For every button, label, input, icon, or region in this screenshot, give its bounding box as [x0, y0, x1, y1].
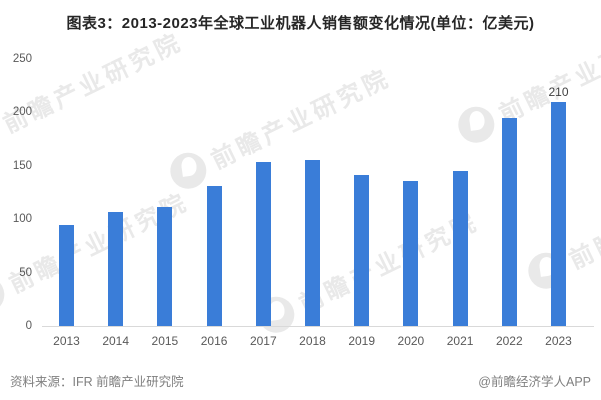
y-tick-label-0: 0 — [25, 320, 32, 332]
x-tick-label-2018: 2018 — [299, 334, 326, 348]
source-text: 资料来源：IFR 前瞻产业研究院 — [10, 375, 184, 389]
bar-2017 — [255, 161, 271, 326]
bar-2018 — [305, 160, 320, 326]
bar-2020 — [403, 180, 419, 326]
x-tick-label-2019: 2019 — [348, 334, 376, 348]
y-tick-label-250: 250 — [12, 53, 32, 65]
y-tick-label-100: 100 — [12, 213, 32, 226]
bar-2023 — [551, 101, 566, 326]
bar-2013 — [59, 224, 74, 326]
x-tick-label-2013: 2013 — [53, 334, 80, 348]
x-tick-label-2022: 2022 — [495, 334, 523, 348]
y-tick-label-50: 50 — [19, 266, 32, 279]
bar-2016 — [206, 186, 222, 326]
bar-2021 — [452, 171, 468, 326]
y-tick-label-200: 200 — [12, 106, 32, 119]
chart-title: 图表3：2013-2023年全球工业机器人销售额变化情况(单位：亿美元) — [66, 15, 535, 32]
x-tick-label-2023: 2023 — [545, 334, 572, 348]
credit-text: @前瞻经济学人APP — [478, 375, 591, 389]
footer: 资料来源：IFR 前瞻产业研究院 @前瞻经济学人APP — [10, 371, 591, 390]
x-tick-label-2021: 2021 — [446, 334, 474, 348]
bar-2019 — [354, 175, 370, 326]
x-tick-label-2017: 2017 — [249, 334, 277, 348]
x-tick-label-2014: 2014 — [102, 334, 130, 348]
bar-value-label-2023: 210 — [548, 84, 569, 99]
bar-2015 — [157, 207, 173, 326]
bar-2022 — [501, 117, 517, 326]
bar-2014 — [108, 211, 124, 326]
x-tick-label-2015: 2015 — [151, 334, 179, 348]
x-axis-line — [42, 326, 594, 327]
y-tick-label-150: 150 — [12, 159, 32, 172]
x-tick-label-2016: 2016 — [200, 334, 228, 348]
x-tick-label-2020: 2020 — [397, 334, 425, 348]
